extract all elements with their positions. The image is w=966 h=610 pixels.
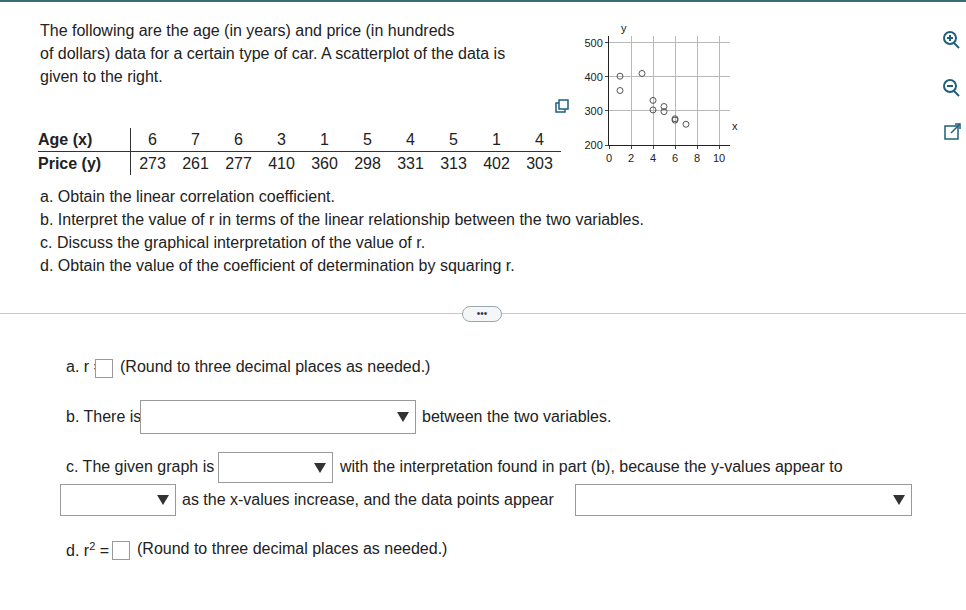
svg-text:x: x [732,120,738,132]
html-text:1: 1 [492,130,501,148]
html-text:of dollars) data for a certain: of dollars) data for a certain type of c… [40,45,506,62]
html-text:d. Obtain the value of the coe: d. Obtain the value of the coefficient o… [40,257,515,274]
html-text:between the two variables.: between the two variables. [422,408,612,425]
html-text:5: 5 [363,130,372,148]
svg-text:500: 500 [584,37,602,49]
html-text:c. The given graph is: c. The given graph is [66,458,215,475]
svg-text:6: 6 [672,152,678,164]
html-text:(Round to three decimal places: (Round to three decimal places as needed… [120,358,431,375]
html-text:as the x-values increase, and: as the x-values increase, and the data p… [182,491,554,508]
html-text:3: 3 [277,130,286,148]
svg-text:0: 0 [606,152,612,164]
html-text:c. Discuss the graphical inter: c. Discuss the graphical interpretation … [40,234,426,251]
html-text:5: 5 [449,130,458,148]
html-text:360: 360 [311,154,338,172]
svg-text:y: y [621,24,627,34]
svg-text:2: 2 [628,152,634,164]
html-text:(Round to three decimal places: (Round to three decimal places as needed… [137,540,448,557]
html-text:261: 261 [182,154,209,172]
svg-text:300: 300 [584,105,602,117]
html-text:303: 303 [526,154,553,172]
html-text:with the interpretation found: with the interpretation found in part (b… [340,458,843,475]
html-text:d. r2=: d. r2= [66,540,109,560]
html-text:b. Interpret the value of r in: b. Interpret the value of r in terms of … [40,211,644,228]
html-text:410: 410 [268,154,295,172]
html-text:given to the right.: given to the right. [40,68,163,85]
html-text:4: 4 [406,130,415,148]
html-text:331: 331 [397,154,424,172]
html-text:Price (y): Price (y) [38,154,102,172]
html-text:b. There is: b. There is [66,408,142,425]
html-text:7: 7 [191,130,200,148]
svg-text:400: 400 [584,71,602,83]
html-text:402: 402 [483,154,510,172]
html-text:6: 6 [234,130,243,148]
html-text:The following are the age (in: The following are the age (in years) and… [40,22,455,39]
html-text:313: 313 [440,154,467,172]
html-text:1: 1 [320,130,329,148]
html-text:298: 298 [354,154,381,172]
html-text:4: 4 [535,130,544,148]
svg-text:4: 4 [650,152,656,164]
html-text:a. r =: a. r = [66,358,103,375]
html-text:a. Obtain the linear correlati: a. Obtain the linear correlation coeffic… [40,188,335,205]
html-text:277: 277 [225,154,252,172]
svg-text:200: 200 [584,139,602,151]
svg-text:10: 10 [713,152,725,164]
html-text:Age (x): Age (x) [38,130,93,148]
html-text:6: 6 [148,130,157,148]
html-text:273: 273 [139,154,166,172]
svg-text:8: 8 [694,152,700,164]
